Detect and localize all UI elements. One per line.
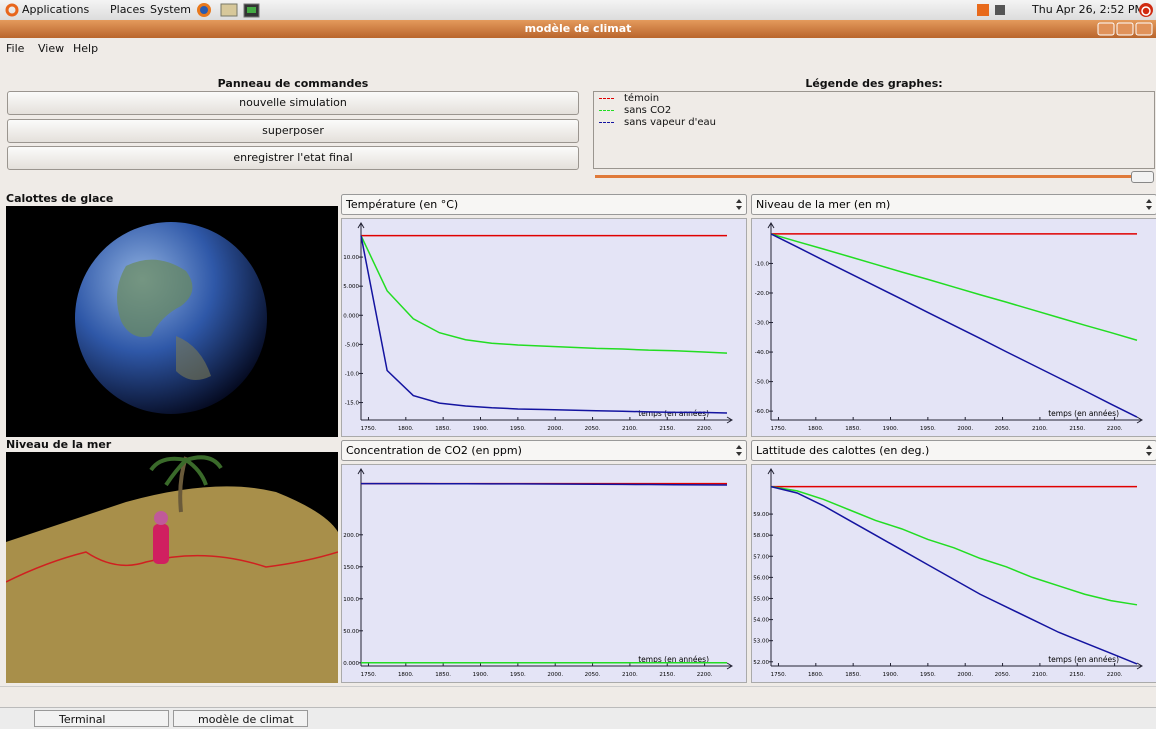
x-tick-label: 2000. <box>957 426 973 432</box>
x-axis-label: temps (en années) <box>1048 655 1119 664</box>
y-tick-label: -20.0 <box>755 291 770 297</box>
y-tick-label: -30.0 <box>755 321 770 327</box>
y-tick-label: 55.00 <box>753 596 769 602</box>
x-tick-label: 1850. <box>435 426 451 432</box>
x-tick-label: 2000. <box>957 672 973 678</box>
x-tick-label: 2050. <box>585 426 601 432</box>
x-tick-label: 1750. <box>771 672 787 678</box>
y-tick-label: 59.00 <box>753 512 769 518</box>
x-tick-label: 1950. <box>510 672 526 678</box>
y-tick-label: -5.00 <box>345 342 360 348</box>
plot-area <box>752 465 1156 683</box>
y-tick-label: 56.00 <box>753 575 769 581</box>
x-tick-label: 2200. <box>1107 672 1123 678</box>
x-tick-label: 2200. <box>697 426 713 432</box>
status-bar <box>0 686 1156 706</box>
x-tick-label: 1850. <box>845 426 861 432</box>
x-tick-label: 1900. <box>883 672 899 678</box>
plot-area <box>342 465 747 683</box>
chart-title: Niveau de la mer (en m) <box>756 198 890 211</box>
x-tick-label: 1900. <box>883 426 899 432</box>
y-tick-label: 52.00 <box>753 660 769 666</box>
x-tick-label: 1950. <box>920 426 936 432</box>
y-tick-label: -60.0 <box>755 409 770 415</box>
y-tick-label: -10.0 <box>755 261 770 267</box>
x-tick-label: 2150. <box>1069 426 1085 432</box>
y-tick-label: -10.0 <box>345 371 360 377</box>
x-tick-label: 2050. <box>995 672 1011 678</box>
x-tick-label: 2150. <box>1069 672 1085 678</box>
x-tick-label: 1900. <box>473 672 489 678</box>
y-tick-label: -15.0 <box>345 401 360 407</box>
x-tick-label: 1950. <box>510 426 526 432</box>
y-tick-label: 100.0 <box>343 597 359 603</box>
x-tick-label: 1800. <box>398 672 414 678</box>
task-climate[interactable]: modèle de climat <box>173 710 308 727</box>
y-tick-label: 10.00 <box>343 255 359 261</box>
x-tick-label: 2150. <box>659 426 675 432</box>
x-tick-label: 1750. <box>361 426 377 432</box>
y-tick-label: 50.00 <box>343 629 359 635</box>
x-tick-label: 2200. <box>1107 426 1123 432</box>
plot-area <box>342 219 747 437</box>
y-tick-label: 5.000 <box>343 284 359 290</box>
x-tick-label: 2150. <box>659 672 675 678</box>
y-tick-label: 0.000 <box>343 661 359 667</box>
x-tick-label: 2100. <box>622 672 638 678</box>
y-tick-label: 54.00 <box>753 618 769 624</box>
y-tick-label: 57.00 <box>753 554 769 560</box>
x-tick-label: 1800. <box>808 672 824 678</box>
x-tick-label: 1800. <box>398 426 414 432</box>
x-axis-label: temps (en années) <box>1048 409 1119 418</box>
y-tick-label: -40.0 <box>755 350 770 356</box>
x-tick-label: 1800. <box>808 426 824 432</box>
x-tick-label: 2100. <box>622 426 638 432</box>
x-tick-label: 2100. <box>1032 672 1048 678</box>
x-tick-label: 2050. <box>585 672 601 678</box>
y-tick-label: 53.00 <box>753 639 769 645</box>
x-axis-label: temps (en années) <box>638 409 709 418</box>
y-tick-label: 150.0 <box>343 565 359 571</box>
x-tick-label: 1950. <box>920 672 936 678</box>
x-tick-label: 2000. <box>547 426 563 432</box>
chart-title: Lattitude des calottes (en deg.) <box>756 444 929 457</box>
x-tick-label: 2000. <box>547 672 563 678</box>
x-tick-label: 1750. <box>361 672 377 678</box>
y-tick-label: 58.00 <box>753 533 769 539</box>
x-tick-label: 1850. <box>435 672 451 678</box>
x-tick-label: 1850. <box>845 672 861 678</box>
chart-title: Température (en °C) <box>345 198 458 211</box>
x-tick-label: 2100. <box>1032 426 1048 432</box>
y-tick-label: 200.0 <box>343 533 359 539</box>
y-tick-label: 0.000 <box>343 313 359 319</box>
x-tick-label: 2050. <box>995 426 1011 432</box>
x-tick-label: 1900. <box>473 426 489 432</box>
chart-title: Concentration de CO2 (en ppm) <box>346 444 522 457</box>
charts: Température (en °C) 10.00 5.000 0.000 -5.00 -… <box>0 0 1156 728</box>
x-tick-label: 2200. <box>697 672 713 678</box>
x-tick-label: 1750. <box>771 426 787 432</box>
screen: Applications Places System Thu Apr 26, 2… <box>0 0 1156 728</box>
y-tick-label: -50.0 <box>755 380 770 386</box>
task-terminal[interactable]: Terminal <box>34 710 169 727</box>
